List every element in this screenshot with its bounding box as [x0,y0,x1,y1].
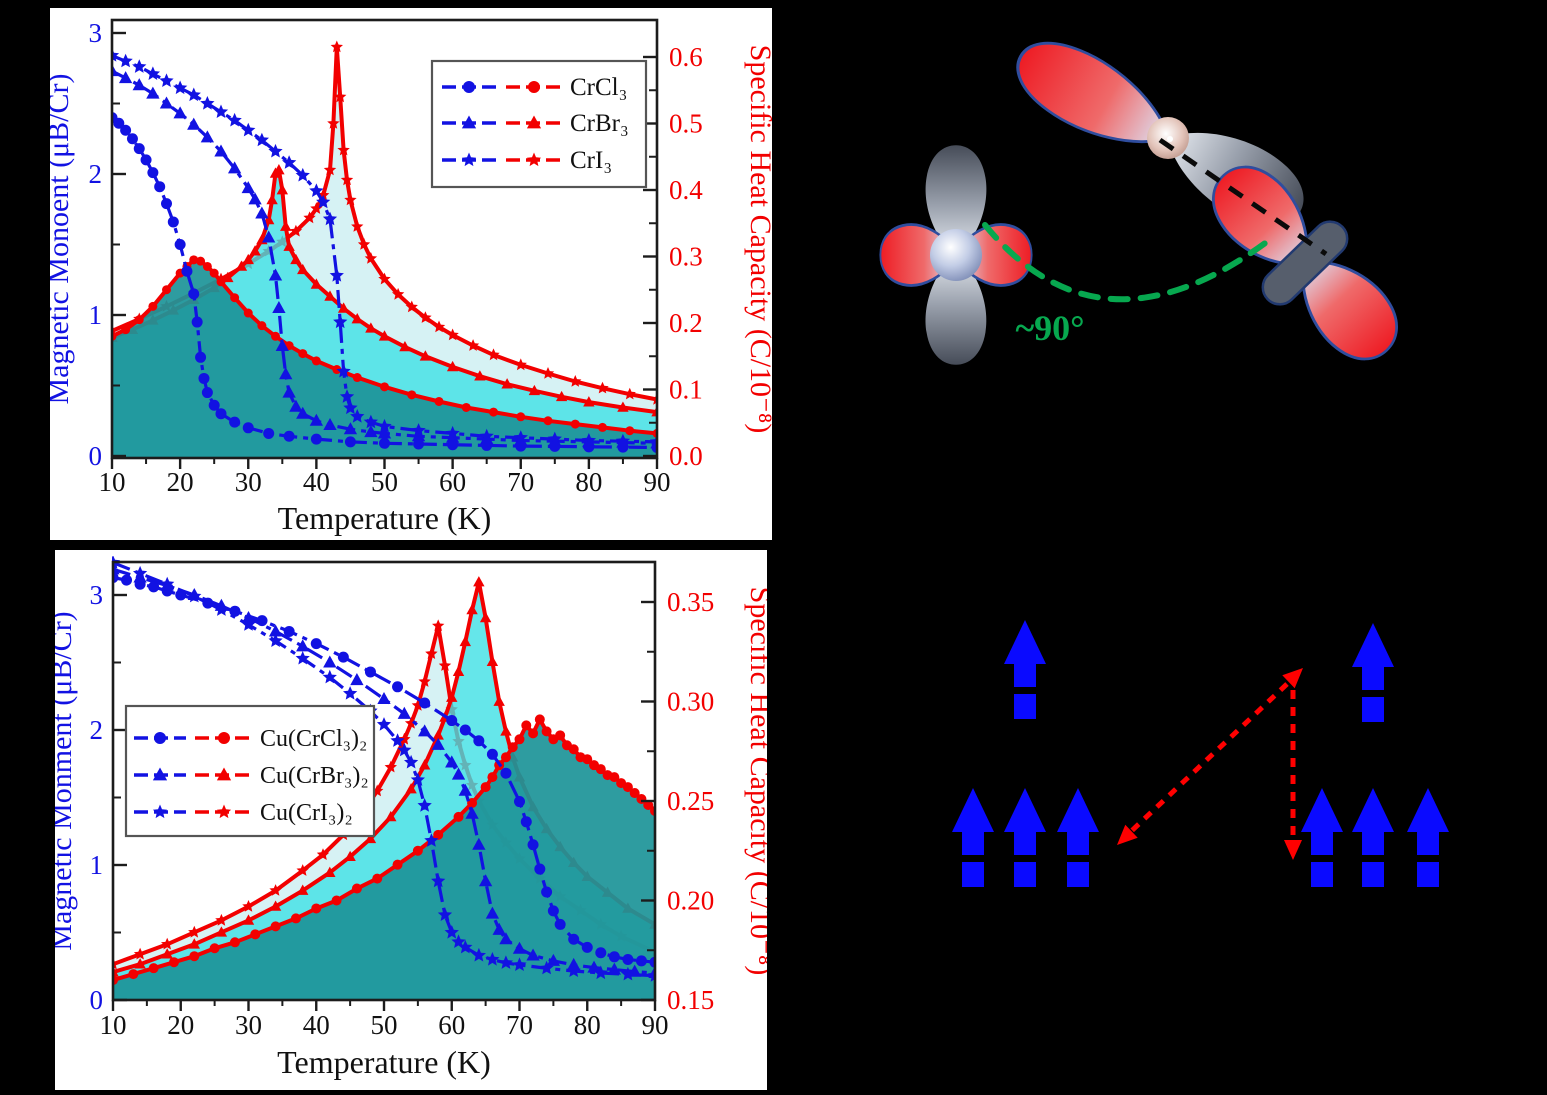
bottom-right-axis-title: Specific Heat Capacity (C/10⁻⁸) [744,587,767,976]
svg-text:40: 40 [303,467,330,497]
spin-up-arrow [1352,788,1394,889]
right-lobe-lower [1301,260,1398,361]
svg-text:50: 50 [371,1010,398,1040]
svg-text:90: 90 [642,1010,669,1040]
svg-text:2: 2 [90,715,104,745]
bottom-legend-label: Cu(CrI₃)₂ [260,800,353,826]
svg-text:0.25: 0.25 [667,786,714,816]
spin-up-arrows [952,620,1449,889]
svg-text:40: 40 [303,1010,330,1040]
svg-text:80: 80 [574,1010,601,1040]
svg-text:0.20: 0.20 [667,886,714,916]
CrCl3-moment-line [111,116,658,450]
svg-text:0: 0 [90,985,104,1015]
svg-text:0: 0 [89,441,103,471]
svg-text:3: 3 [89,18,103,48]
d-orbital-lobe-down [925,255,987,365]
svg-text:0.2: 0.2 [669,308,703,338]
svg-text:3: 3 [90,580,104,610]
copper-chromium-chart-svg: 10 20 30 40 50 60 70 80 90 0 1 2 3 0.15 0.20 0.25 0.30 0.… [55,556,767,1080]
svg-text:0.6: 0.6 [669,42,703,72]
svg-text:80: 80 [575,467,602,497]
trihalide-chart-panel: 10 20 30 40 50 60 70 80 90 0 1 2 3 0.0 0.1 0.2 0.3 0.4 0.5… [50,8,772,540]
top-x-axis-title: Temperature (K) [278,500,492,536]
svg-text:1: 1 [90,850,104,880]
spin-up-arrow [1407,788,1449,889]
exchange-arrowhead-down [1284,840,1302,860]
CrCl3-heat-fill [112,259,657,458]
svg-text:90: 90 [644,467,671,497]
top-right-axis-title: Specific Heat Capacity (C/10⁻⁸) [744,45,772,434]
svg-text:2: 2 [89,159,103,189]
svg-text:20: 20 [167,467,194,497]
spin-up-arrow [1057,788,1099,889]
metal-atom-sphere [930,229,982,281]
trihalide-chart-svg: 10 20 30 40 50 60 70 80 90 0 1 2 3 0.0 0.1 0.2 0.3 0.4 0.5… [50,18,772,536]
svg-text:30: 30 [235,1010,262,1040]
angle-label: ~90° [1015,308,1084,348]
exchange-arrow-diagonal [1121,682,1289,841]
CuCrCl3-heat-markers [112,714,656,986]
svg-text:0.5: 0.5 [669,109,703,139]
spin-up-arrow [1004,620,1046,721]
right-orbital-node-bar [1261,220,1349,306]
svg-text:0.30: 0.30 [667,687,714,717]
svg-text:60: 60 [438,1010,465,1040]
svg-text:60: 60 [439,467,466,497]
svg-text:0.0: 0.0 [669,441,703,471]
spin-up-arrow [952,788,994,889]
spin-up-arrow [1352,623,1394,724]
svg-text:20: 20 [167,1010,194,1040]
spin-up-arrow [1004,788,1046,889]
svg-text:0.3: 0.3 [669,242,703,272]
top-legend-label: CrBr₃ [570,110,629,137]
top-legend: CrCl₃ CrBr₃ CrI₃ [430,59,648,189]
CuCrCl3-heat-fill [113,719,655,1000]
svg-text:0.15: 0.15 [667,985,714,1015]
CuCrCl3-moment-line [112,575,656,964]
CrCl3-heat-markers [111,255,658,438]
svg-text:30: 30 [235,467,262,497]
bottom-legend-label: Cu(CrCl₃)₂ [260,726,367,752]
svg-text:0.4: 0.4 [669,175,703,205]
top-series [111,40,658,458]
svg-text:1: 1 [89,300,103,330]
spin-configuration-diagram [790,545,1547,1095]
svg-text:10: 10 [99,467,126,497]
bridge-lobe-red [1016,41,1170,144]
bottom-axes: 10 20 30 40 50 60 70 80 90 0 1 2 3 0.15 0.20 0.25 0.30 0.… [55,560,767,1080]
CrI3-moment-line [111,54,658,444]
d-orbital-lobe-up [925,145,987,255]
top-left-axis-title: Magnetic Monoent (μB/Cr) [50,73,75,404]
angle-arc [982,222,1271,303]
svg-text:70: 70 [506,1010,533,1040]
svg-text:50: 50 [371,467,398,497]
svg-text:10: 10 [100,1010,127,1040]
top-axes: 10 20 30 40 50 60 70 80 90 0 1 2 3 0.0 0.1 0.2 0.3 0.4 0.5… [50,18,772,536]
exchange-arrowhead-origin [1282,668,1303,689]
bottom-left-axis-title: Magnetic Monment (μB/Cr) [55,611,78,950]
orbital-superexchange-diagram: ~90° [879,41,1398,365]
top-legend-label: CrI₃ [570,147,612,174]
CuCrCl3-moment-markers [112,571,656,968]
svg-text:0.35: 0.35 [667,587,714,617]
CrCl3-moment-markers [111,112,658,454]
exchange-arrowhead-left [1117,824,1138,845]
bottom-series [112,556,656,1000]
CuCrI3-moment-line [112,561,656,978]
bottom-x-axis-title: Temperature (K) [277,1044,491,1080]
ligand-sphere-highlight [1167,136,1173,142]
spin-up-arrow [1301,788,1343,889]
bottom-legend-label: Cu(CrBr₃)₂ [260,763,369,789]
svg-text:70: 70 [507,467,534,497]
bottom-legend: Cu(CrCl₃)₂ Cu(CrBr₃)₂ Cu(CrI₃)₂ [124,704,376,838]
top-legend-label: CrCl₃ [570,74,627,101]
copper-chromium-chart-panel: 10 20 30 40 50 60 70 80 90 0 1 2 3 0.15 0.20 0.25 0.30 0.… [55,550,767,1090]
svg-text:0.1: 0.1 [669,375,703,405]
d-orbital [879,145,1033,365]
bond-dashed-line [1158,137,1328,257]
exchange-arrows [1117,668,1303,860]
CrBr3-moment-line [111,69,658,445]
